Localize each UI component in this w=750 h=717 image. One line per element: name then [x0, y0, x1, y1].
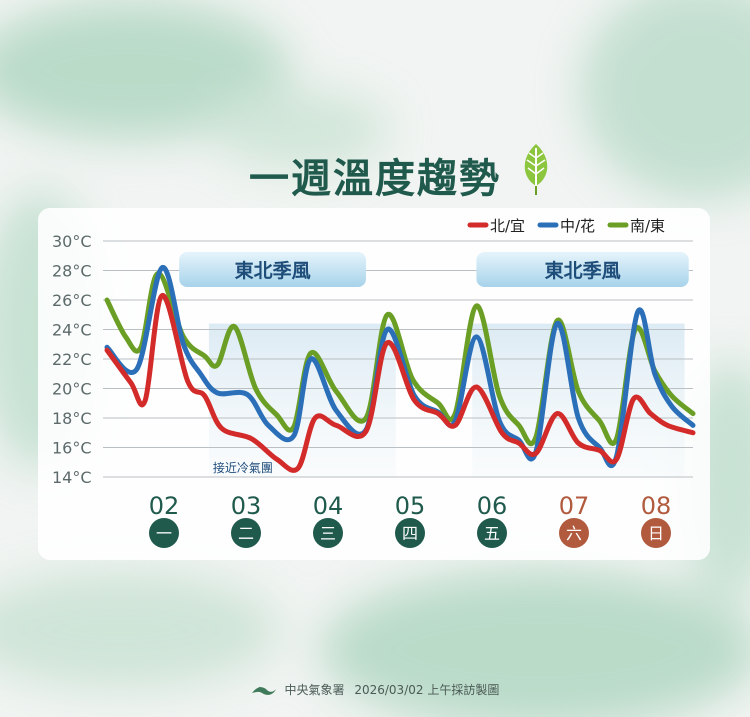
- weekday-badge: [559, 518, 589, 548]
- footer: 中央氣象署 2026/03/02 上午採訪製圖: [0, 681, 750, 698]
- y-tick-label: 30°C: [52, 232, 92, 251]
- series-line-南/東: [104, 270, 696, 447]
- shaded-region-1: [472, 323, 685, 477]
- legend-label: 北/宜: [490, 217, 525, 235]
- weekday-label: 日: [648, 524, 664, 543]
- x-date-label: 04: [313, 492, 344, 520]
- y-tick-label: 14°C: [52, 468, 92, 487]
- weekday-badge: [641, 518, 671, 548]
- cwa-logo-icon: [251, 686, 276, 695]
- weekday-label: 五: [484, 524, 500, 543]
- series-line-北/宜: [104, 293, 696, 473]
- weekday-badge: [313, 518, 343, 548]
- weekday-label: 一: [156, 524, 172, 543]
- y-tick-label: 20°C: [52, 380, 92, 399]
- cold-air-mass-label: 接近冷氣團: [213, 460, 273, 475]
- weekday-badge: [231, 518, 261, 548]
- x-date-label: 07: [559, 492, 590, 520]
- x-date-label: 06: [477, 492, 508, 520]
- monsoon-banner-1: [476, 252, 689, 287]
- legend-label: 南/東: [630, 217, 665, 235]
- legend-label: 中/花: [560, 217, 595, 235]
- leaf-icon: [524, 144, 548, 195]
- y-tick-label: 22°C: [52, 350, 92, 369]
- x-date-label: 02: [149, 492, 180, 520]
- weekday-label: 二: [238, 524, 254, 543]
- weekday-badge: [477, 518, 507, 548]
- monsoon-banner-0: [179, 252, 367, 287]
- weekday-badge: [149, 518, 179, 548]
- y-tick-label: 18°C: [52, 409, 92, 428]
- monsoon-banner-label: 東北季風: [235, 259, 311, 282]
- weekday-label: 六: [566, 524, 582, 543]
- weekday-label: 四: [402, 524, 418, 543]
- x-date-label: 08: [641, 492, 672, 520]
- monsoon-banner-label: 東北季風: [545, 259, 621, 282]
- x-date-label: 03: [231, 492, 262, 520]
- page-title: 一週溫度趨勢: [249, 156, 501, 202]
- y-tick-label: 24°C: [52, 321, 92, 340]
- footer-agency: 中央氣象署: [284, 683, 345, 697]
- y-tick-label: 16°C: [52, 439, 92, 458]
- y-tick-label: 26°C: [52, 291, 92, 310]
- footer-stamp: 2026/03/02 上午採訪製圖: [354, 683, 500, 697]
- weekday-label: 三: [320, 524, 336, 543]
- x-date-label: 05: [395, 492, 426, 520]
- y-tick-label: 28°C: [52, 262, 92, 281]
- weekday-badge: [395, 518, 425, 548]
